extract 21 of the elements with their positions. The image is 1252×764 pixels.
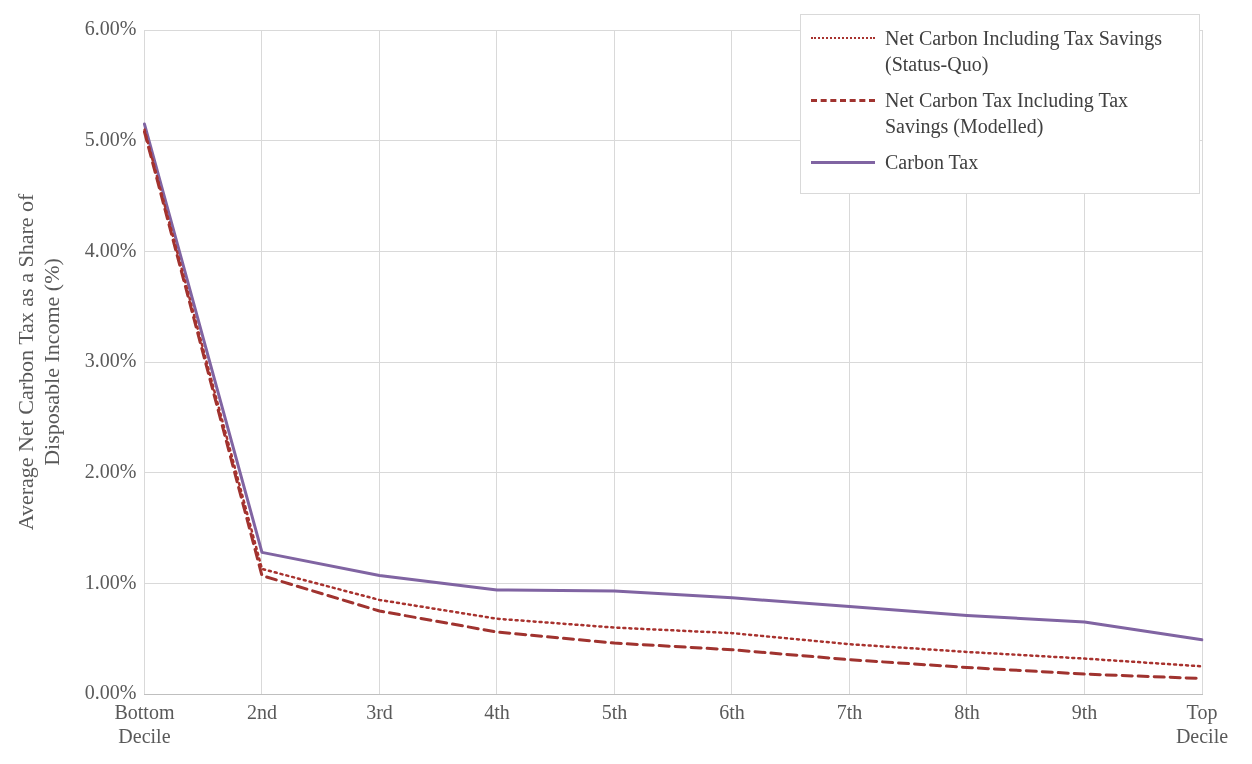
x-tick-label: Top Decile	[1175, 701, 1229, 748]
y-tick-label: 1.00%	[84, 570, 137, 593]
legend-label: Carbon Tax	[885, 150, 979, 175]
x-tick-label: 2nd	[246, 701, 277, 724]
y-tick-label: 2.00%	[84, 459, 137, 482]
x-tick-label: 8th	[954, 701, 980, 724]
x-tick-label: Bottom Decile	[114, 701, 175, 748]
y-tick-label: 3.00%	[84, 349, 137, 372]
x-tick-label: 9th	[1071, 701, 1098, 724]
legend-label: Net Carbon Including Tax Savings (Status-Quo)	[885, 26, 1164, 77]
y-axis-title: Average Net Carbon Tax as a Share of Disposable Income (%)	[12, 192, 65, 531]
y-tick-label: 6.00%	[84, 17, 137, 40]
y-tick-label: 5.00%	[84, 127, 137, 150]
y-tick-label: 0.00%	[84, 681, 137, 704]
x-tick-label: 4th	[484, 701, 510, 724]
x-tick-label: 6th	[719, 701, 745, 724]
x-tick-label: 3rd	[366, 701, 393, 724]
x-tick-label: 7th	[836, 701, 863, 724]
y-tick-label: 4.00%	[84, 238, 137, 261]
x-tick-label: 5th	[601, 701, 628, 724]
legend-label: Net Carbon Tax Including Tax Savings (Modelled)	[885, 88, 1130, 139]
